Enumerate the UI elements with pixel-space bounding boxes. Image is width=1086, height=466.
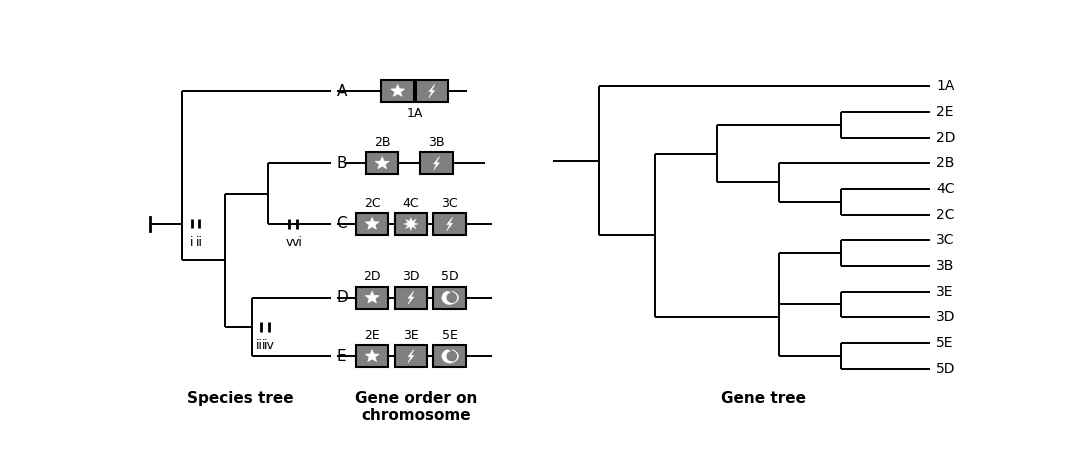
Text: 1A: 1A: [936, 79, 955, 93]
Bar: [416, 80, 449, 102]
Text: 2E: 2E: [364, 329, 380, 342]
Bar: [356, 213, 389, 235]
Text: 2B: 2B: [936, 156, 955, 170]
Text: A: A: [337, 83, 346, 98]
Text: Species tree: Species tree: [187, 391, 293, 405]
Bar: [381, 80, 414, 102]
Polygon shape: [365, 218, 379, 229]
Text: 2D: 2D: [364, 270, 381, 283]
Polygon shape: [404, 218, 418, 231]
Text: 2E: 2E: [936, 105, 954, 119]
Text: 3B: 3B: [428, 136, 444, 149]
Polygon shape: [365, 291, 379, 303]
Bar: [394, 213, 427, 235]
Text: iv: iv: [264, 339, 275, 352]
Polygon shape: [442, 291, 458, 305]
Polygon shape: [442, 350, 458, 363]
Text: 2C: 2C: [364, 197, 380, 210]
Text: 3D: 3D: [936, 310, 956, 324]
Polygon shape: [407, 291, 414, 305]
Text: 5E: 5E: [442, 329, 457, 342]
Bar: [433, 345, 466, 367]
Text: 2D: 2D: [936, 130, 956, 144]
Text: 3E: 3E: [403, 329, 419, 342]
Text: ii: ii: [195, 236, 203, 249]
Bar: [433, 287, 466, 308]
Text: 3D: 3D: [402, 270, 419, 283]
Bar: [433, 213, 466, 235]
Text: vi: vi: [291, 236, 302, 249]
Text: i: i: [190, 236, 193, 249]
Bar: [394, 287, 427, 308]
Text: B: B: [337, 156, 346, 171]
Text: 4C: 4C: [403, 197, 419, 210]
Text: 5D: 5D: [936, 362, 956, 376]
Text: 3C: 3C: [441, 197, 458, 210]
Bar: [356, 287, 389, 308]
Text: C: C: [337, 217, 348, 232]
Text: 3C: 3C: [936, 233, 955, 247]
Text: iii: iii: [256, 339, 266, 352]
Polygon shape: [375, 157, 389, 169]
Text: v: v: [286, 236, 293, 249]
Bar: [394, 345, 427, 367]
Bar: [356, 345, 389, 367]
Polygon shape: [391, 84, 405, 96]
Bar: [366, 152, 399, 174]
Polygon shape: [429, 84, 434, 98]
Text: 5E: 5E: [936, 336, 954, 350]
Text: 2C: 2C: [936, 207, 955, 221]
Text: D: D: [337, 290, 349, 305]
Bar: [420, 152, 453, 174]
Polygon shape: [446, 217, 453, 231]
Text: E: E: [337, 349, 346, 363]
Text: Gene tree: Gene tree: [721, 391, 806, 405]
Text: 2B: 2B: [374, 136, 391, 149]
Text: 1A: 1A: [406, 107, 422, 120]
Polygon shape: [407, 350, 414, 363]
Text: 3B: 3B: [936, 259, 955, 273]
Text: 5D: 5D: [441, 270, 458, 283]
Polygon shape: [433, 157, 440, 170]
Text: 3E: 3E: [936, 285, 954, 299]
Polygon shape: [365, 350, 379, 362]
Text: Gene order on
chromosome: Gene order on chromosome: [355, 391, 478, 423]
Text: 4C: 4C: [936, 182, 955, 196]
